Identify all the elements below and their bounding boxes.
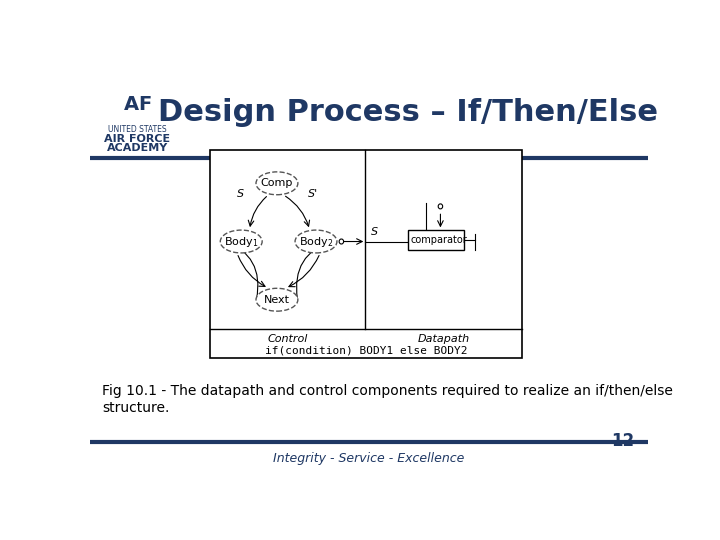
Text: A: A — [125, 95, 140, 114]
Text: comparator: comparator — [410, 235, 467, 245]
Ellipse shape — [256, 288, 298, 311]
Text: Integrity - Service - Excellence: Integrity - Service - Excellence — [274, 453, 464, 465]
Text: Body$_2$: Body$_2$ — [299, 234, 333, 248]
Ellipse shape — [339, 239, 343, 244]
Text: ACADEMY: ACADEMY — [107, 143, 168, 153]
Text: Body$_1$: Body$_1$ — [224, 234, 258, 248]
Text: F: F — [138, 95, 151, 114]
Ellipse shape — [438, 204, 443, 209]
Bar — [210, 150, 523, 358]
Ellipse shape — [256, 172, 298, 195]
Text: Datapath: Datapath — [418, 334, 469, 344]
Bar — [408, 230, 464, 250]
Ellipse shape — [220, 230, 262, 253]
Text: structure.: structure. — [102, 401, 170, 415]
Text: 12: 12 — [611, 432, 634, 450]
Text: Design Process – If/Then/Else: Design Process – If/Then/Else — [158, 98, 658, 127]
Text: Control: Control — [267, 334, 307, 344]
Text: S: S — [371, 227, 378, 238]
Text: Comp: Comp — [261, 178, 293, 188]
Text: Next: Next — [264, 295, 290, 305]
Text: AIR FORCE: AIR FORCE — [104, 134, 171, 144]
Text: if(condition) BODY1 else BODY2: if(condition) BODY1 else BODY2 — [265, 346, 467, 355]
Text: S': S' — [308, 188, 318, 199]
Ellipse shape — [295, 230, 337, 253]
Text: S: S — [237, 188, 244, 199]
Text: Fig 10.1 - The datapath and control components required to realize an if/then/el: Fig 10.1 - The datapath and control comp… — [102, 384, 673, 398]
Text: UNITED STATES: UNITED STATES — [108, 125, 167, 134]
